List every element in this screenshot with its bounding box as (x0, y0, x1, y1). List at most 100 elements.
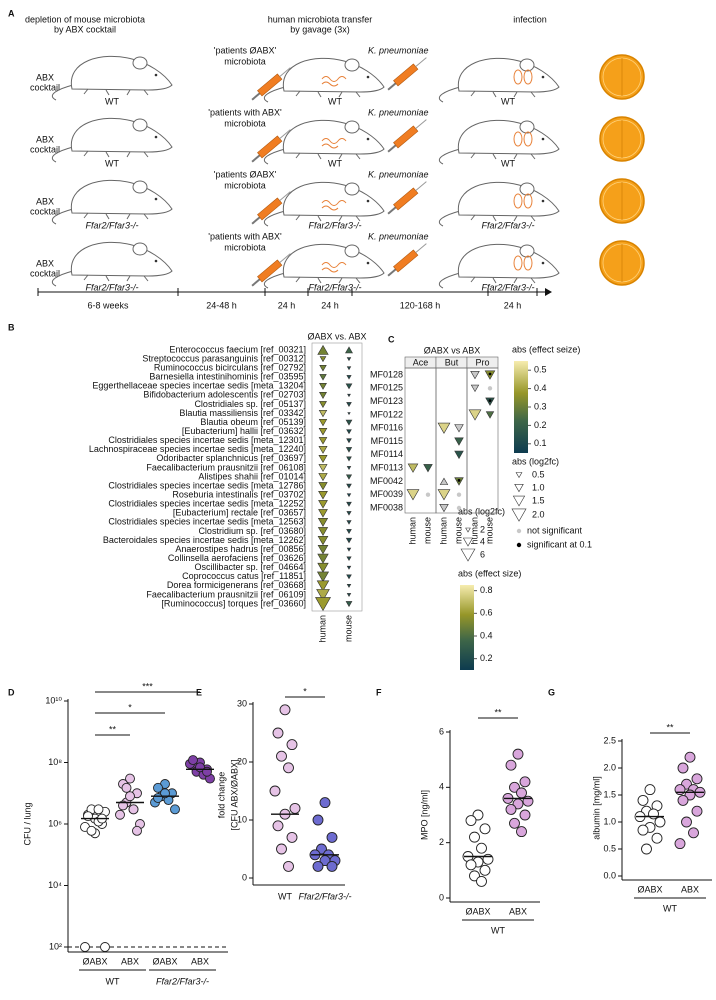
data-point (688, 827, 699, 839)
y-tick-label: 1.0 (603, 816, 616, 826)
x-tick-label: ABX (681, 884, 699, 894)
data-point (188, 755, 198, 766)
taxon-label: Faecalibacterium prausnitzii [ref_06108] (146, 462, 306, 472)
legend-triangle (460, 548, 476, 562)
transfer-label: 'patients ØABX' (214, 169, 277, 179)
taxon-label: [Ruminococcus] torques [ref_03660] (161, 598, 306, 608)
data-point (637, 794, 649, 806)
triangle-ns (439, 504, 449, 513)
mouse-tail (51, 84, 74, 101)
mouse-eye (154, 135, 158, 139)
triangle (485, 411, 495, 419)
transfer-label: microbiota (224, 118, 266, 128)
triangle (319, 382, 327, 390)
triangle (318, 445, 328, 454)
data-point (276, 843, 287, 855)
genotype-label: WT (105, 96, 119, 106)
syringe-plunger (387, 82, 397, 91)
triangle (318, 437, 328, 445)
triangle (346, 565, 352, 570)
data-point (312, 814, 324, 826)
significance-label: ** (494, 707, 502, 717)
syringe-plunger (251, 92, 261, 101)
data-point (269, 785, 281, 797)
syringe-plunger (251, 154, 261, 163)
genotype-label: WT (501, 158, 515, 168)
x-tick-label: WT (278, 891, 292, 901)
step-title: depletion of mouse microbiota (25, 14, 145, 24)
triangle (345, 537, 353, 544)
mouse-tail (51, 270, 74, 287)
legend-label: 0.5 (532, 469, 545, 479)
triangle (346, 438, 352, 444)
sig-dot (457, 479, 461, 482)
panel-label: B (8, 322, 15, 332)
syringe-needle (415, 243, 427, 253)
taxon-label: Clostridiales species incertae sedis [me… (108, 499, 306, 509)
feature-label: MF0113 (371, 462, 403, 472)
colorbar (514, 361, 528, 453)
data-point (272, 727, 284, 739)
triangle-ns (439, 477, 449, 485)
triangle-ns (470, 371, 480, 380)
data-point (505, 759, 517, 771)
x-tick-label: ABX (509, 906, 527, 916)
genotype-label: WT (328, 96, 342, 106)
triangle (319, 374, 327, 381)
taxon-label: Clostridiales species incertae sedis [me… (108, 435, 306, 445)
legend-label: not significant (527, 525, 583, 535)
triangle (345, 601, 353, 608)
data-point (648, 808, 659, 820)
treatment-label: ABX (36, 196, 54, 206)
timeline-label: 24 h (278, 300, 296, 310)
mouse-legs (470, 276, 536, 284)
syringe-needle (415, 57, 427, 67)
host-label: mouse (453, 517, 463, 544)
triangle (468, 409, 482, 421)
colorbar-label: 0.2 (534, 420, 547, 430)
y-tick-label: 10¹⁰ (45, 695, 62, 705)
colorbar-label: 0.6 (480, 608, 493, 618)
mouse-legs (470, 90, 536, 98)
mouse-legs (295, 214, 361, 222)
triangle (318, 428, 328, 436)
group-label: WT (106, 976, 120, 986)
mouse-ear (132, 56, 148, 70)
triangle (318, 509, 328, 518)
y-tick-label: 10 (237, 814, 247, 824)
transfer-label: microbiota (224, 180, 266, 190)
taxon-label: Anaerostipes hadrus [ref_00856] (175, 544, 306, 554)
data-point (505, 804, 517, 815)
data-point (86, 825, 97, 836)
mouse-eye (366, 261, 370, 265)
data-point (519, 776, 531, 788)
triangle (318, 482, 328, 491)
data-point (286, 739, 298, 751)
triangle (347, 393, 351, 398)
significance-label: ** (109, 724, 117, 734)
legend-marker (516, 542, 522, 548)
y-tick-label: 10⁶ (48, 818, 62, 828)
triangle (346, 483, 352, 489)
gut (321, 262, 347, 273)
y-tick-label: 0.5 (603, 843, 616, 853)
syringe-needle (279, 253, 291, 263)
colorbar-label: 0.1 (534, 438, 547, 448)
triangle (346, 584, 352, 588)
y-tick-label: 0.0 (603, 870, 616, 880)
triangle (437, 489, 451, 501)
triangle (317, 344, 329, 355)
legend-triangle (462, 537, 474, 547)
timeline-label: 24-48 h (206, 300, 237, 310)
transfer-label: 'patients with ABX' (208, 107, 282, 117)
triangle (317, 545, 329, 555)
y-tick-label: 30 (237, 698, 247, 708)
legend-label: 2 (480, 524, 485, 534)
mouse-tail (51, 208, 74, 225)
mouse-ear (519, 120, 535, 134)
sig-dot (488, 372, 492, 376)
lung (513, 193, 523, 209)
legend-title: abs (effect seize) (512, 344, 580, 354)
taxon-label: Streptococcus parasanguinis [ref_00312] (142, 353, 306, 363)
group-label: Ace (413, 357, 429, 367)
